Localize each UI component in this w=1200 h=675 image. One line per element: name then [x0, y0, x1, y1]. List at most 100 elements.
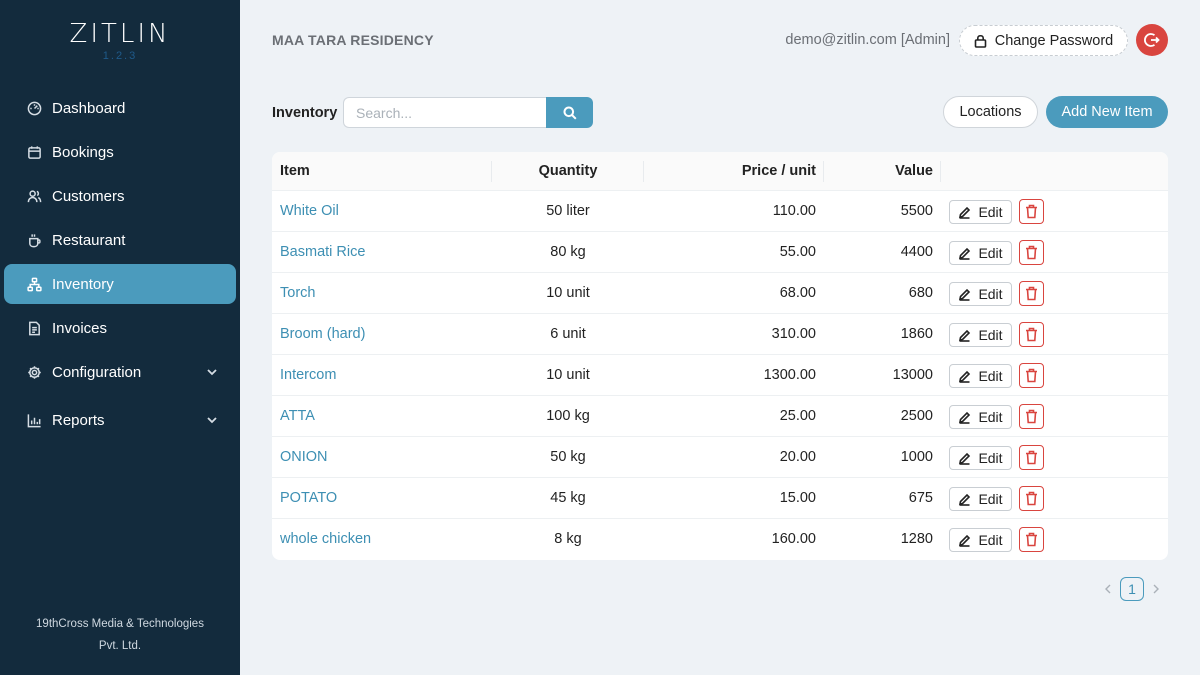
delete-button[interactable]	[1019, 199, 1044, 224]
search-button[interactable]	[546, 97, 593, 128]
item-price: 310.00	[771, 326, 816, 342]
change-password-label: Change Password	[994, 32, 1114, 49]
property-name: MAA TARA RESIDENCY	[272, 32, 434, 48]
pencil-icon	[959, 247, 971, 260]
pagination-next-button[interactable]	[1150, 581, 1162, 597]
edit-label: Edit	[978, 327, 1003, 343]
sidebar: ZITLIN 1.2.3 Dashboard Bookings Customer…	[0, 0, 240, 675]
item-quantity: 6 unit	[550, 326, 586, 342]
column-header-quantity[interactable]: Quantity	[538, 163, 598, 179]
sidebar-item-invoices[interactable]: Invoices	[4, 308, 236, 348]
trash-icon	[1026, 491, 1037, 506]
table-row: Broom (hard) 6 unit 310.00 1860 Edit	[272, 314, 1168, 355]
table-row: Torch 10 unit 68.00 680 Edit	[272, 273, 1168, 314]
sidebar-item-dashboard[interactable]: Dashboard	[4, 88, 236, 128]
item-price: 25.00	[779, 408, 816, 424]
table-row: White Oil 50 liter 110.00 5500 Edit	[272, 191, 1168, 232]
users-icon	[26, 188, 42, 204]
delete-button[interactable]	[1019, 486, 1044, 511]
column-header-item[interactable]: Item	[280, 163, 310, 179]
item-name-link[interactable]: Broom (hard)	[280, 326, 366, 342]
search-input[interactable]	[343, 97, 548, 128]
sidebar-item-restaurant[interactable]: Restaurant	[4, 220, 236, 260]
delete-button[interactable]	[1019, 363, 1044, 388]
item-name-link[interactable]: Torch	[280, 285, 316, 301]
item-name-link[interactable]: Basmati Rice	[280, 244, 366, 260]
pencil-icon	[959, 411, 971, 424]
item-name-link[interactable]: ATTA	[280, 408, 315, 424]
edit-button[interactable]: Edit	[949, 446, 1012, 470]
item-name-link[interactable]: ONION	[280, 449, 328, 465]
trash-icon	[1026, 450, 1037, 465]
sidebar-item-reports[interactable]: Reports	[4, 400, 236, 440]
edit-button[interactable]: Edit	[949, 487, 1012, 511]
sidebar-item-label: Configuration	[52, 363, 142, 381]
chevron-down-icon[interactable]	[206, 413, 218, 425]
pagination-page-current[interactable]: 1	[1120, 577, 1144, 601]
logo[interactable]: ZITLIN 1.2.3	[0, 18, 240, 62]
lock-icon	[974, 34, 987, 48]
column-header-price[interactable]: Price / unit	[741, 163, 816, 179]
pagination-prev-button[interactable]	[1102, 581, 1114, 597]
locations-button[interactable]: Locations	[943, 96, 1038, 128]
delete-button[interactable]	[1019, 240, 1044, 265]
logout-button[interactable]	[1136, 24, 1168, 56]
edit-button[interactable]: Edit	[949, 241, 1012, 265]
sidebar-item-label: Bookings	[52, 143, 114, 161]
delete-button[interactable]	[1019, 404, 1044, 429]
sidebar-item-label: Restaurant	[52, 231, 126, 249]
coffee-cup-icon	[26, 232, 42, 248]
edit-label: Edit	[978, 491, 1003, 507]
hierarchy-icon	[26, 276, 42, 292]
sidebar-footer: 19thCross Media & Technologies Pvt. Ltd.	[0, 613, 240, 657]
edit-button[interactable]: Edit	[949, 528, 1012, 552]
item-quantity: 50 liter	[546, 203, 590, 219]
delete-button[interactable]	[1019, 322, 1044, 347]
item-name-link[interactable]: Intercom	[280, 367, 337, 383]
sidebar-item-customers[interactable]: Customers	[4, 176, 236, 216]
add-new-item-button[interactable]: Add New Item	[1046, 96, 1168, 128]
item-quantity: 100 kg	[546, 408, 590, 424]
edit-button[interactable]: Edit	[949, 200, 1012, 224]
bar-chart-icon	[26, 412, 42, 428]
inventory-table: Item Quantity Price / unit Value White O…	[272, 152, 1168, 560]
column-header-value[interactable]: Value	[895, 163, 933, 179]
app-version: 1.2.3	[102, 50, 138, 62]
logo-text: ZITLIN	[69, 19, 171, 49]
pencil-icon	[959, 329, 971, 342]
table-row: ATTA 100 kg 25.00 2500 Edit	[272, 396, 1168, 437]
sidebar-item-inventory[interactable]: Inventory	[4, 264, 236, 304]
table-row: ONION 50 kg 20.00 1000 Edit	[272, 437, 1168, 478]
delete-button[interactable]	[1019, 527, 1044, 552]
item-price: 20.00	[779, 449, 816, 465]
item-quantity: 50 kg	[550, 449, 586, 465]
sidebar-item-label: Invoices	[52, 319, 108, 337]
item-name-link[interactable]: White Oil	[280, 203, 339, 219]
sidebar-item-configuration[interactable]: Configuration	[4, 352, 236, 392]
table-row: whole chicken 8 kg 160.00 1280 Edit	[272, 519, 1168, 560]
chevron-left-icon	[1105, 584, 1111, 594]
trash-icon	[1026, 532, 1037, 547]
edit-button[interactable]: Edit	[949, 364, 1012, 388]
edit-label: Edit	[978, 450, 1003, 466]
edit-label: Edit	[978, 245, 1003, 261]
edit-button[interactable]: Edit	[949, 405, 1012, 429]
edit-button[interactable]: Edit	[949, 282, 1012, 306]
item-name-link[interactable]: whole chicken	[280, 531, 372, 547]
edit-label: Edit	[978, 409, 1003, 425]
sidebar-item-label: Inventory	[52, 275, 114, 293]
sidebar-item-bookings[interactable]: Bookings	[4, 132, 236, 172]
delete-button[interactable]	[1019, 445, 1044, 470]
change-password-button[interactable]: Change Password	[959, 25, 1128, 56]
item-quantity: 10 unit	[546, 367, 590, 383]
item-value: 1280	[900, 531, 933, 547]
item-name-link[interactable]: POTATO	[280, 490, 338, 506]
sidebar-item-label: Customers	[52, 187, 125, 205]
item-value: 1860	[900, 326, 933, 342]
chevron-down-icon[interactable]	[206, 365, 218, 377]
edit-label: Edit	[978, 532, 1003, 548]
page-title: Inventory	[272, 105, 338, 121]
pencil-icon	[959, 370, 971, 383]
edit-button[interactable]: Edit	[949, 323, 1012, 347]
delete-button[interactable]	[1019, 281, 1044, 306]
